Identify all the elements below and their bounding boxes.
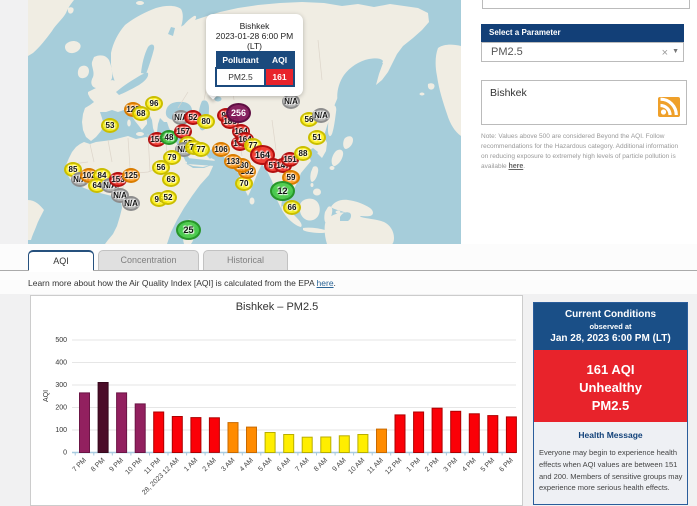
svg-text:300: 300 bbox=[55, 382, 67, 389]
svg-text:5 PM: 5 PM bbox=[480, 457, 497, 474]
svg-text:AQI: AQI bbox=[43, 390, 50, 402]
svg-text:7 AM: 7 AM bbox=[294, 457, 310, 473]
svg-text:500: 500 bbox=[55, 337, 67, 344]
svg-text:10 PM: 10 PM bbox=[124, 457, 143, 476]
svg-text:7 PM: 7 PM bbox=[71, 457, 88, 474]
svg-text:4 PM: 4 PM bbox=[461, 457, 478, 474]
svg-text:11 AM: 11 AM bbox=[366, 457, 385, 476]
svg-text:8 PM: 8 PM bbox=[90, 457, 107, 474]
svg-text:400: 400 bbox=[55, 360, 67, 367]
svg-text:2 AM: 2 AM bbox=[202, 457, 218, 473]
svg-text:2 PM: 2 PM bbox=[424, 457, 441, 474]
svg-text:9 PM: 9 PM bbox=[109, 457, 126, 474]
svg-text:5 AM: 5 AM bbox=[257, 457, 273, 473]
svg-text:1 AM: 1 AM bbox=[183, 457, 199, 473]
svg-text:100: 100 bbox=[55, 427, 67, 434]
svg-text:3 AM: 3 AM bbox=[220, 457, 236, 473]
svg-text:4 AM: 4 AM bbox=[239, 457, 255, 473]
svg-text:1 PM: 1 PM bbox=[406, 457, 423, 474]
svg-text:Bishkek – PM2.5: Bishkek – PM2.5 bbox=[236, 301, 319, 313]
svg-text:8 AM: 8 AM bbox=[313, 457, 329, 473]
svg-text:12 PM: 12 PM bbox=[384, 457, 403, 476]
svg-text:0: 0 bbox=[63, 450, 67, 457]
svg-text:3 PM: 3 PM bbox=[443, 457, 460, 474]
svg-text:10 AM: 10 AM bbox=[347, 457, 366, 476]
svg-text:6 AM: 6 AM bbox=[276, 457, 292, 473]
svg-text:9 AM: 9 AM bbox=[331, 457, 347, 473]
svg-text:200: 200 bbox=[55, 405, 67, 412]
svg-text:6 PM: 6 PM bbox=[498, 457, 515, 474]
